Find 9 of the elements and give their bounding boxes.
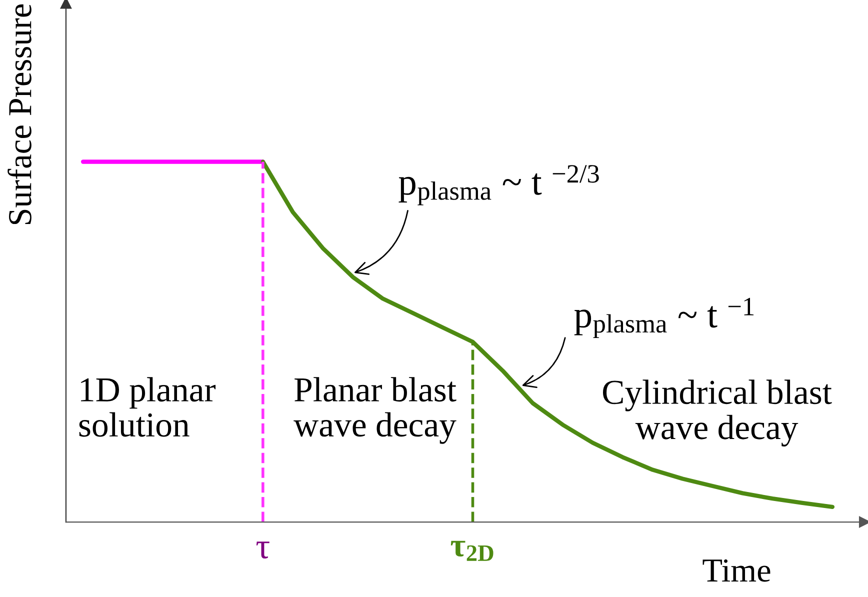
annotation: 1D planar solution <box>79 377 216 437</box>
x-tick-label: τ <box>256 542 270 559</box>
x-tick-label: τ$_{2D}$ <box>450 540 494 561</box>
annotation: p$_{plasma}$ ~ t $^{−2/3}$ <box>398 165 599 206</box>
y-axis-title: Surface Pressure <box>8 4 32 224</box>
annotation: p$_{plasma}$ ~ t $^{−1}$ <box>574 298 754 338</box>
x-axis-title: Time <box>702 559 770 582</box>
annotation: Cylindrical blast wave decay <box>602 380 832 446</box>
annotation: Planar blast wave decay <box>294 377 456 444</box>
